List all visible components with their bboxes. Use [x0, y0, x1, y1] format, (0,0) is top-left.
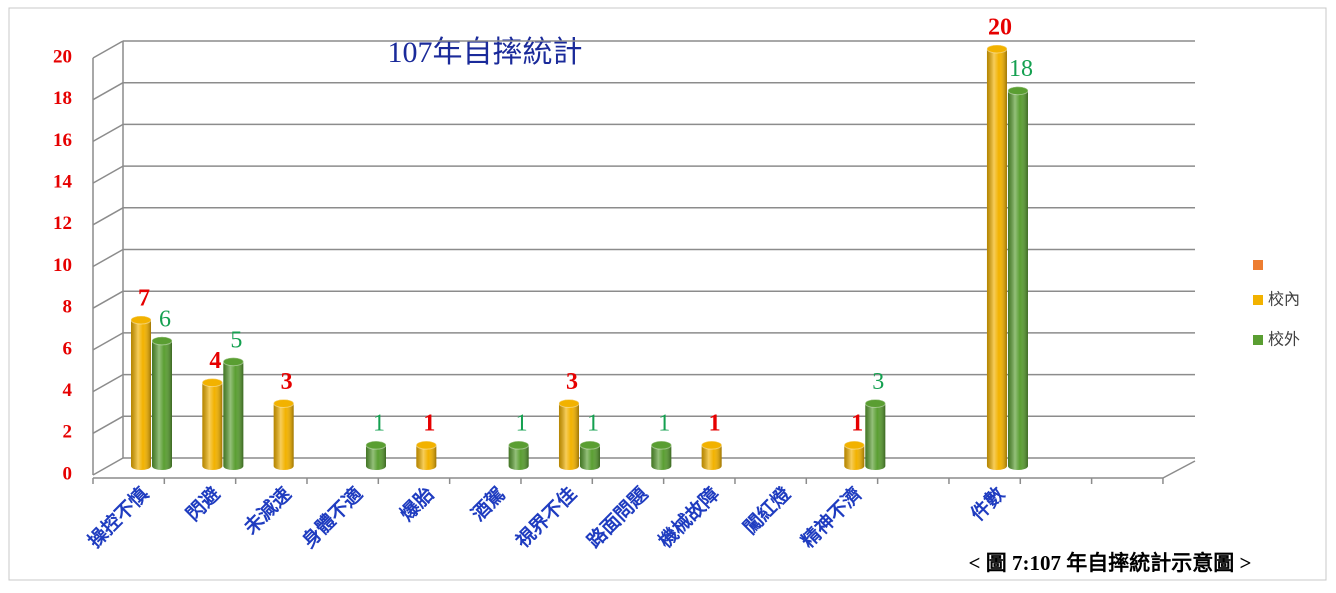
bar-top [558, 398, 580, 408]
bar-shade [1007, 86, 1028, 470]
y-tick-label: 16 [53, 130, 72, 151]
bar-shade [558, 399, 579, 470]
bar-shade [131, 316, 151, 470]
y-tick-label: 2 [63, 422, 73, 443]
bar-top [130, 315, 152, 325]
grid-line [92, 457, 124, 476]
legend-label: 校內 [1268, 290, 1300, 309]
legend-label: 校外 [1268, 330, 1300, 349]
bar-top [151, 336, 173, 346]
grid-line [92, 248, 124, 268]
grid-line [92, 207, 124, 226]
grid-line [92, 415, 124, 434]
bar-top [701, 440, 723, 450]
bar-top [843, 440, 865, 450]
data-label: 3 [872, 369, 884, 395]
grid-line [92, 290, 124, 309]
y-tick-label: 14 [53, 171, 73, 192]
data-label: 1 [851, 411, 863, 437]
bar-top [201, 378, 223, 388]
bar-shade [986, 45, 1007, 470]
caption: < 圖 7:107 年自摔統計示意圖 > [969, 551, 1252, 575]
y-tick-label: 4 [63, 380, 73, 401]
legend-swatch [1253, 260, 1263, 270]
y-tick-label: 0 [63, 463, 73, 484]
legend-swatch [1253, 295, 1263, 305]
bar-top [273, 398, 295, 408]
grid-line [92, 40, 124, 59]
data-label: 20 [988, 15, 1012, 41]
bar-top [222, 357, 244, 367]
bar-top [508, 440, 530, 450]
grid-line [92, 332, 124, 351]
y-tick-label: 6 [63, 338, 73, 359]
data-label: 1 [709, 411, 721, 437]
data-label: 4 [209, 348, 221, 374]
bar-top [579, 440, 601, 450]
y-tick-label: 8 [63, 297, 73, 318]
data-label: 7 [138, 286, 150, 312]
bar-shade [865, 399, 886, 470]
grid-line [92, 123, 124, 143]
y-tick-label: 20 [53, 46, 72, 67]
bar-top [365, 440, 387, 450]
bar-shade [223, 357, 244, 470]
bar-top [415, 440, 437, 450]
bar-shade [273, 399, 294, 470]
data-label: 1 [373, 411, 385, 437]
floor-edge [1162, 460, 1196, 479]
grid-line [92, 373, 124, 393]
bar-shade [202, 378, 223, 470]
data-label: 3 [566, 369, 578, 395]
grid-line [92, 82, 124, 101]
legend-swatch [1253, 335, 1263, 345]
bar-top [864, 398, 886, 408]
data-label: 1 [423, 411, 435, 437]
bar-top [986, 44, 1008, 54]
y-tick-label: 10 [53, 255, 72, 276]
y-tick-label: 18 [53, 88, 72, 109]
data-label: 18 [1009, 56, 1033, 82]
chart-frame [8, 7, 1327, 581]
data-label: 6 [159, 306, 171, 332]
bar-top [650, 440, 672, 450]
data-label: 3 [281, 369, 293, 395]
data-label: 1 [658, 411, 670, 437]
y-tick-label: 12 [53, 213, 72, 234]
bar-top [1007, 86, 1029, 96]
bar-shade [152, 336, 172, 470]
data-label: 1 [587, 411, 599, 437]
data-label: 1 [516, 411, 528, 437]
grid-line [92, 165, 124, 184]
data-label: 5 [230, 327, 242, 353]
